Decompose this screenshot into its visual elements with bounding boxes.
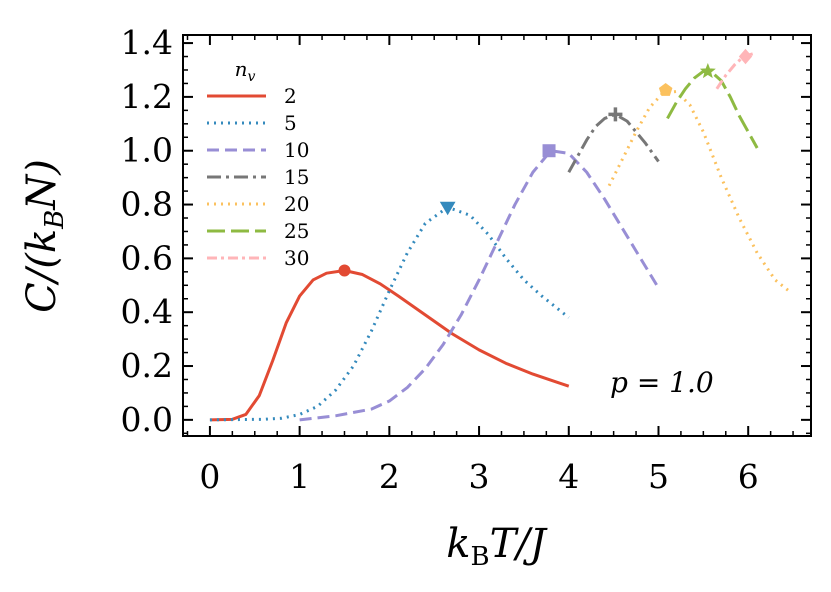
y-tick-label: 0.8 (121, 185, 173, 224)
legend-label-2: 2 (284, 84, 297, 108)
plot-frame (182, 34, 812, 437)
peak-marker-10 (542, 144, 556, 158)
y-tick-label: 0.6 (121, 238, 173, 277)
series-line-20 (607, 90, 790, 292)
series-line-25 (666, 69, 759, 149)
y-tick-label: 0.0 (121, 400, 173, 439)
peak-marker-20 (658, 83, 673, 96)
peak-marker-15 (608, 107, 623, 122)
x-tick-label: 6 (738, 457, 759, 496)
legend-label-5: 5 (284, 111, 297, 135)
x-tick-label: 3 (469, 457, 490, 496)
y-tick-label: 1.0 (121, 131, 173, 170)
peak-marker-2 (338, 264, 351, 277)
y-axis-label: C/(kBN) (19, 159, 70, 313)
x-axis-label: kBT/J (446, 521, 548, 572)
legend-label-10: 10 (284, 138, 309, 162)
y-tick-label: 0.4 (121, 292, 173, 331)
peak-marker-25 (699, 62, 716, 79)
annotation: p = 1.0 (610, 366, 714, 399)
y-tick-label: 1.4 (121, 23, 173, 62)
peak-markers (338, 48, 753, 277)
y-tick-label: 1.2 (121, 77, 173, 116)
peak-marker-5 (439, 201, 456, 216)
legend-label-15: 15 (284, 165, 309, 189)
x-tick-label: 0 (199, 457, 220, 496)
series-line-10 (299, 149, 660, 422)
legend-label-25: 25 (284, 219, 309, 243)
legend-label-30: 30 (284, 246, 309, 270)
legend-label-20: 20 (284, 192, 309, 216)
peak-marker-30 (738, 48, 753, 65)
x-tick-label: 2 (379, 457, 400, 496)
series-line-15 (567, 112, 660, 173)
x-tick-label: 4 (558, 457, 579, 496)
axis-ticks: 0 1 2 3 4 5 6 0.0 0.2 0.4 0.6 0.8 1.0 1.2 1.4 (121, 23, 811, 496)
x-tick-label: 1 (289, 457, 310, 496)
legend-title: nv (235, 57, 256, 85)
y-tick-label: 0.2 (121, 346, 173, 385)
x-tick-label: 5 (648, 457, 669, 496)
